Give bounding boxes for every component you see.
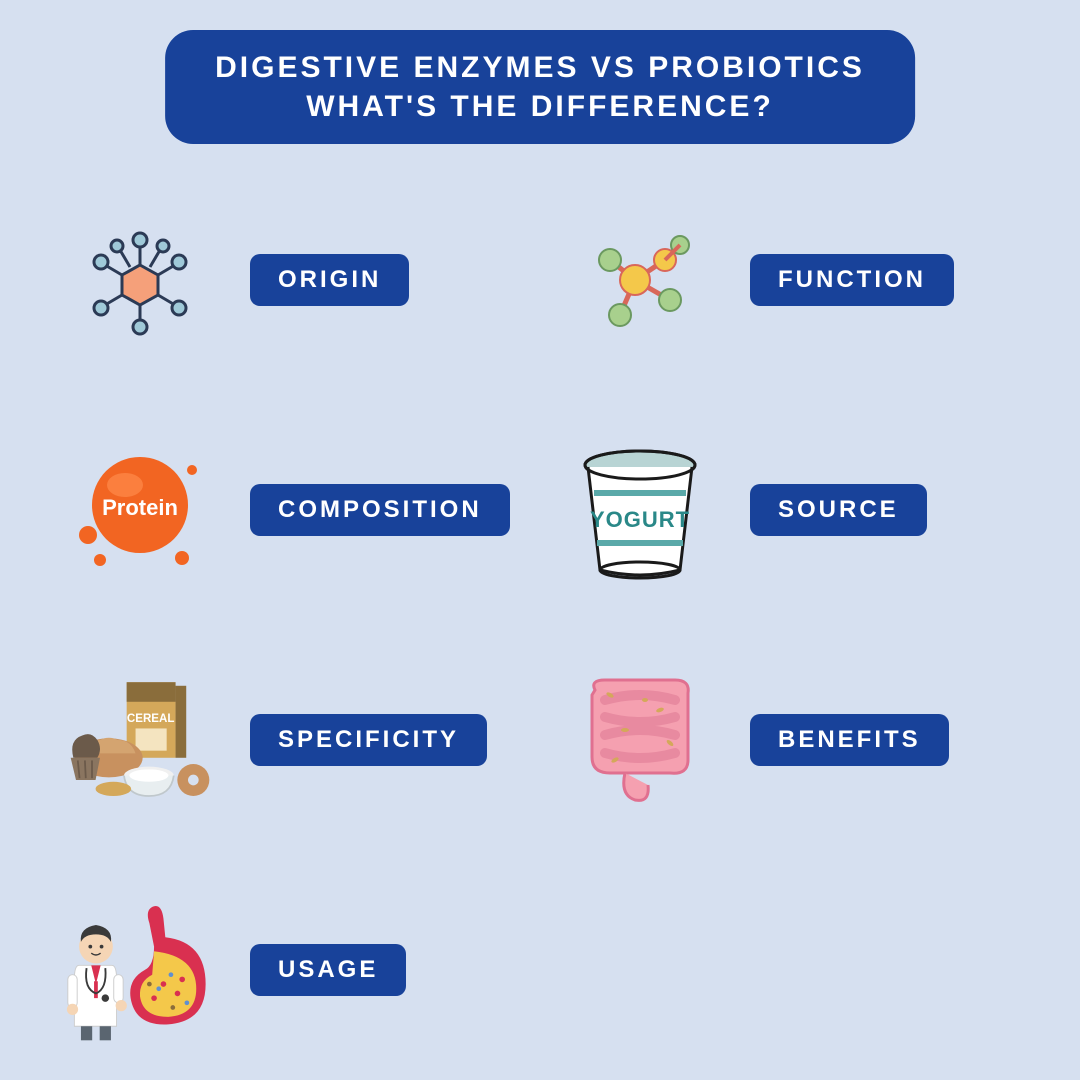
item-function: FUNCTION	[560, 200, 1020, 360]
items-grid: ORIGIN FUNCTION	[60, 200, 1020, 1050]
svg-text:CEREAL: CEREAL	[127, 713, 174, 725]
intestines-icon	[560, 660, 720, 820]
protein-sphere-icon: Protein	[60, 430, 220, 590]
source-label: SOURCE	[750, 484, 927, 536]
usage-label: USAGE	[250, 944, 406, 996]
item-usage: USAGE	[60, 890, 520, 1050]
page-title: DIGESTIVE ENZYMES VS PROBIOTICS WHAT'S T…	[165, 30, 915, 144]
benefits-label: BENEFITS	[750, 714, 949, 766]
item-origin: ORIGIN	[60, 200, 520, 360]
molecule-icon	[560, 200, 720, 360]
yogurt-text: YOGURT	[590, 507, 690, 532]
yogurt-cup-icon: YOGURT	[560, 430, 720, 590]
header-line-1: DIGESTIVE ENZYMES VS PROBIOTICS	[215, 51, 865, 84]
doctor-stomach-icon	[60, 890, 220, 1050]
specificity-label: SPECIFICITY	[250, 714, 487, 766]
enzyme-network-icon	[60, 200, 220, 360]
item-source: YOGURT SOURCE	[560, 430, 1020, 590]
composition-label: COMPOSITION	[250, 484, 510, 536]
protein-text: Protein	[102, 495, 178, 520]
origin-label: ORIGIN	[250, 254, 409, 306]
foods-icon: CEREAL	[60, 660, 220, 820]
function-label: FUNCTION	[750, 254, 954, 306]
item-benefits: BENEFITS	[560, 660, 1020, 820]
header-line-2: WHAT'S THE DIFFERENCE?	[306, 90, 774, 123]
item-composition: Protein COMPOSITION	[60, 430, 520, 590]
item-specificity: CEREAL SPECIF	[60, 660, 520, 820]
